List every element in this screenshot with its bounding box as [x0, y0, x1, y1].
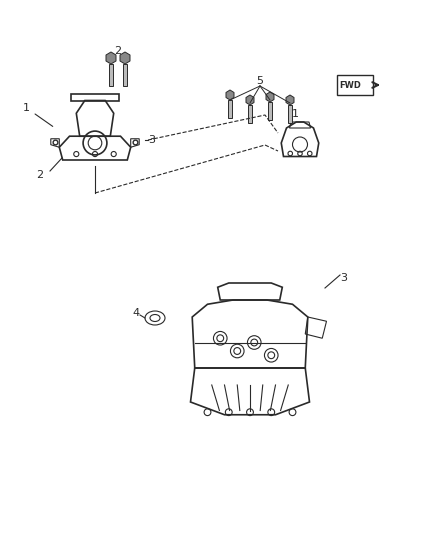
Text: 3: 3	[148, 135, 155, 145]
Text: 2: 2	[114, 46, 122, 56]
Text: 3: 3	[340, 273, 347, 283]
Polygon shape	[106, 52, 116, 64]
Polygon shape	[246, 95, 254, 105]
Bar	[268, 102, 272, 120]
Bar	[228, 100, 232, 118]
Bar	[123, 64, 127, 86]
Polygon shape	[120, 52, 130, 64]
Polygon shape	[226, 90, 234, 100]
Polygon shape	[266, 92, 274, 102]
Polygon shape	[286, 95, 294, 105]
Text: 1: 1	[23, 103, 53, 126]
Bar	[288, 105, 292, 123]
Text: 2: 2	[36, 170, 43, 180]
Bar	[248, 105, 252, 123]
Text: FWD: FWD	[339, 80, 361, 90]
Text: 4: 4	[133, 308, 140, 318]
Text: 1: 1	[292, 109, 299, 119]
Bar	[109, 64, 113, 86]
Bar	[337, 75, 373, 95]
Text: 5: 5	[257, 76, 264, 86]
